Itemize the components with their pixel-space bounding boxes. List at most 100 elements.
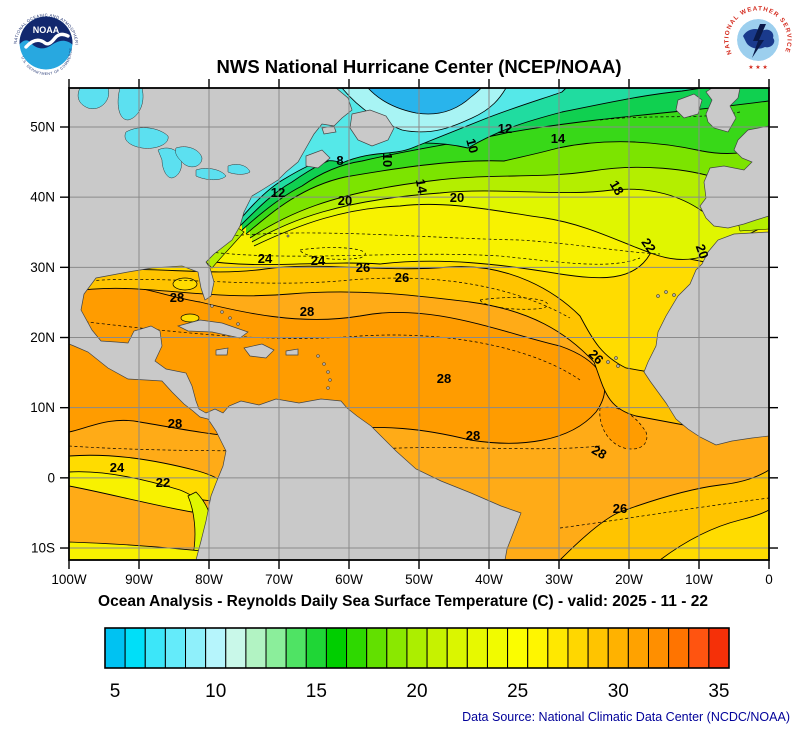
hudson-bay [77,88,110,110]
noaa-logo: NATIONAL OCEANIC AND ATMOSPHERIC ADMINIS… [12,9,80,77]
antilles-islet [316,354,320,358]
contour-label-18: 18 [607,178,627,198]
page-title: NWS National Hurricane Center (NCEP/NOAA… [217,56,622,77]
isotherm-line-0 [69,287,769,431]
lat-label-10N: 10N [30,400,55,415]
canary-islet [664,290,668,294]
lat-label-0: 0 [47,470,55,485]
nws-lightning-icon [752,24,766,58]
nws-stars: ★ ★ ★ [748,64,767,71]
contour-label-28: 28 [170,290,184,305]
bahamas-islet [210,304,214,308]
contour-label-20: 20 [693,242,712,261]
antilles-islet [326,370,330,374]
contour-label-22: 22 [638,235,659,255]
lon-label-50W: 50W [405,572,433,587]
sst-se-24 [659,509,769,560]
newfoundland-island [349,109,395,147]
colorbar-cell-15 [406,627,428,669]
contour-label-12: 12 [498,121,512,136]
lon-label-80W: 80W [195,572,223,587]
colorbar-cell-17 [446,627,468,669]
colorbar-cell-14 [386,627,408,669]
nova-scotia [305,149,331,169]
antilles-islet [322,362,326,366]
james-bay [117,88,144,121]
americas-landmass [69,88,522,560]
axis-labels: 100W 90W 80W 70W 60W 50W 40W 30W 20W 10W 0 50N 40N 30… [30,120,773,588]
colorbar-cell-13 [366,627,388,669]
colorbar-cell-23 [567,627,589,669]
nws-logo: NATIONAL WEATHER SERVICE ★ ★ ★ [723,5,792,74]
lake-ontario [227,164,251,175]
lake-michigan [157,147,182,179]
colorbar-cell-0 [104,627,126,669]
data-source-text: Data Source: National Climatic Data Cent… [462,710,790,724]
isotherm-line-1 [69,265,769,374]
isotherm-line-8 [239,88,703,227]
canary-islet [672,293,676,297]
contour-label-28: 28 [168,416,182,431]
lon-label-40W: 40W [475,572,503,587]
isotherm-line-6 [245,141,769,235]
inland-water-group [77,88,251,180]
contour-label-26: 26 [613,501,627,516]
colorbar: 5 10 15 20 25 30 35 [104,627,730,702]
colorbar-tick-25: 25 [507,681,528,702]
lon-label-60W: 60W [335,572,363,587]
colorbar-cell-21 [527,627,549,669]
contour-label-10: 10 [463,137,481,155]
bahamas-islet [228,316,232,320]
lon-label-10W: 10W [685,572,713,587]
colorbar-tick-30: 30 [608,681,629,702]
colorbar-tick-10: 10 [205,681,226,702]
lake-huron [175,146,203,168]
noaa-gull-icon [24,32,70,49]
contour-label-26: 26 [395,270,409,285]
axis-ticks [60,79,778,569]
colorbar-cell-2 [144,627,166,669]
contour-label-24: 24 [311,253,326,268]
colorbar-cell-4 [185,627,207,669]
contour-label-28: 28 [466,428,480,443]
lat-label-50N: 50N [30,120,55,135]
contour-label-24: 24 [258,251,273,266]
contour-label-14: 14 [551,131,566,146]
contour-label-20: 20 [338,193,352,208]
colorbar-cell-26 [627,627,649,669]
contour-label-14: 14 [413,178,430,196]
contour-label-24: 24 [110,460,125,475]
antilles-islet [328,378,332,382]
grid-lines [69,88,769,560]
colorbar-frame [104,627,730,669]
colorbar-cell-10 [305,627,327,669]
colorbar-cell-11 [325,627,348,669]
canary-islet [656,294,660,298]
colorbar-cell-9 [285,627,307,669]
colorbar-cell-27 [647,627,670,669]
colorbar-cell-18 [466,627,488,669]
lat-label-30N: 30N [30,260,55,275]
jamaica-island [215,347,229,356]
contour-label-28: 28 [437,371,451,386]
contour-label-26: 26 [356,260,370,275]
lon-label-70W: 70W [265,572,293,587]
lon-label-0: 0 [765,572,773,587]
puerto-rico-island [285,348,299,356]
africa-landmass [643,231,769,446]
colorbar-tick-35: 35 [708,681,729,702]
ireland [675,93,703,119]
lon-label-20W: 20W [615,572,643,587]
lake-superior [124,127,169,149]
isotherm-line-3 [253,203,769,260]
colorbar-cell-6 [225,627,247,669]
lat-label-10S: 10S [31,541,55,556]
cape-verde-islet [606,360,610,364]
bermuda-islet [286,234,290,238]
lat-label-40N: 40N [30,190,55,205]
contour-label-22: 22 [156,475,170,490]
lon-label-90W: 90W [125,572,153,587]
colorbar-cell-3 [164,627,187,669]
